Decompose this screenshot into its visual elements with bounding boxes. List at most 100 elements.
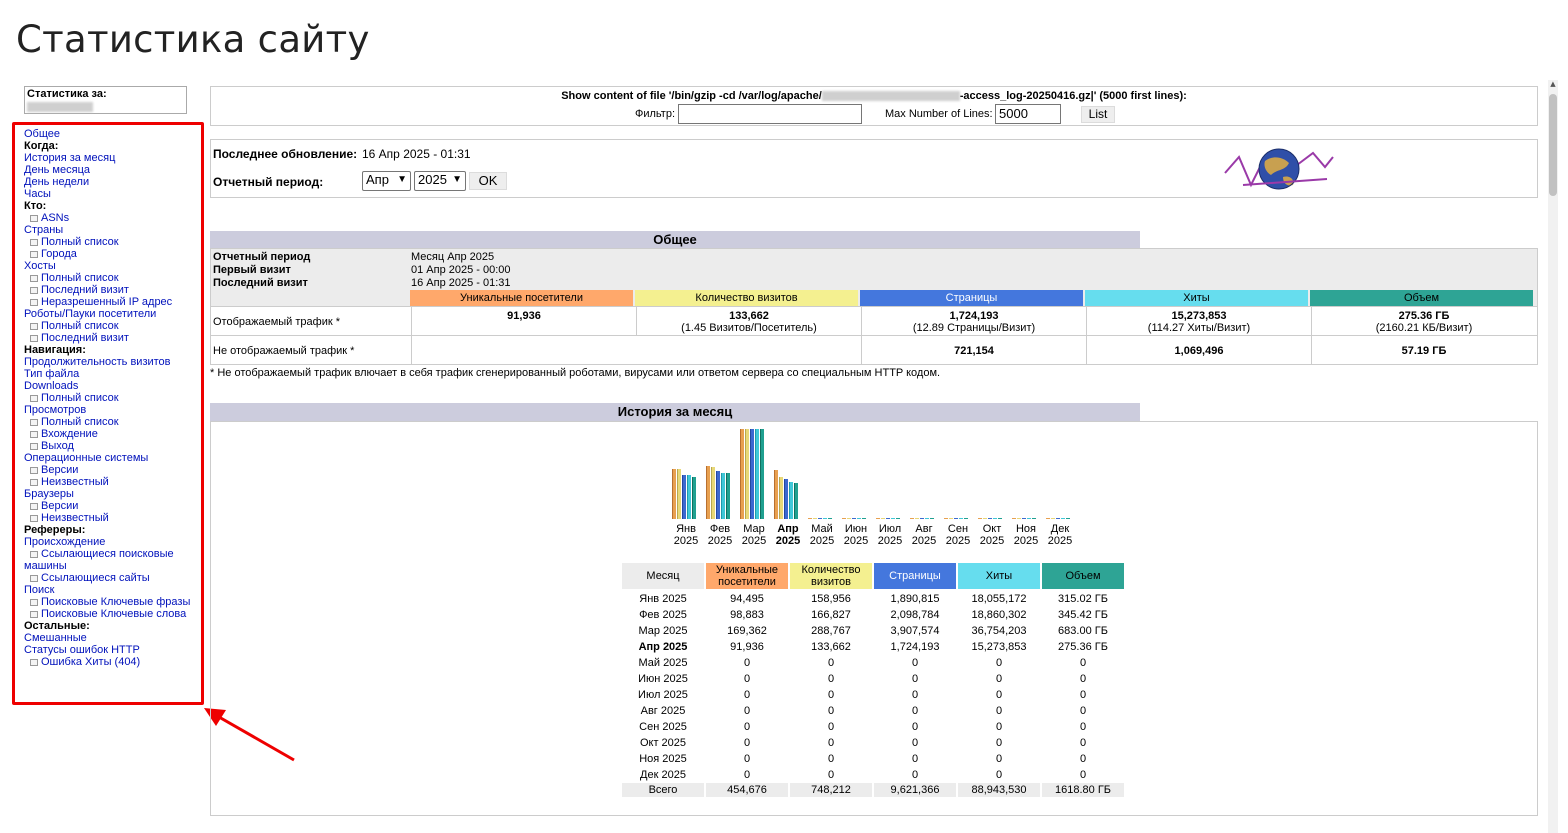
sidebar-item[interactable]: Последний визит — [24, 332, 202, 344]
history-total-cell: 88,943,530 — [958, 783, 1040, 797]
filter-input[interactable] — [678, 104, 862, 124]
sidebar-item[interactable]: Версии — [24, 464, 202, 476]
page-scrollbar[interactable]: ▲ — [1548, 80, 1558, 833]
sidebar-item[interactable]: Выход — [24, 440, 202, 452]
history-value-cell: 683.00 ГБ — [1058, 625, 1108, 637]
sidebar-item[interactable]: Ссылающиеся поисковые машины — [24, 548, 202, 572]
chart-bar — [925, 518, 929, 519]
chart-bar-shade — [779, 477, 780, 519]
sidebar-item[interactable]: Продолжительность визитов — [24, 356, 202, 368]
chart-bar — [745, 429, 749, 519]
sidebar-item[interactable]: Смешанные — [24, 632, 202, 644]
chart-bar-shade — [760, 429, 761, 519]
ok-button[interactable]: OK — [469, 172, 507, 190]
sidebar-item[interactable]: Полный список — [24, 416, 202, 428]
month-name: Окт — [639, 737, 659, 749]
sidebar-item[interactable]: День месяца — [24, 164, 202, 176]
sidebar-item[interactable]: Последний визит — [24, 284, 202, 296]
chart-bar-shade — [682, 475, 683, 519]
history-value-cell: 0 — [743, 769, 751, 781]
chart-bar — [944, 518, 948, 519]
viewed-ratio: (2160.21 КБ/Визит) — [1375, 322, 1473, 334]
submenu-icon — [30, 298, 38, 306]
sidebar-item[interactable]: Поисковые Ключевые слова — [24, 608, 202, 620]
history-value-cell: 169,362 — [727, 625, 767, 637]
sidebar-item[interactable]: ASNs — [24, 212, 202, 224]
scrollbar-thumb[interactable] — [1549, 94, 1557, 196]
sidebar-item[interactable]: Полный список — [24, 320, 202, 332]
sidebar-item[interactable]: Тип файла — [24, 368, 202, 380]
sidebar-item[interactable]: Полный список — [24, 272, 202, 284]
submenu-icon — [30, 334, 38, 342]
month-year: 2025 — [662, 593, 687, 605]
history-col-header: Уникальные посетители — [706, 563, 788, 589]
list-button[interactable]: List — [1081, 106, 1115, 123]
sidebar-item-label: День месяца — [24, 164, 90, 176]
history-value-cell: 2,098,784 — [890, 609, 940, 621]
sidebar-item[interactable]: Вхождение — [24, 428, 202, 440]
chart-bar — [672, 469, 676, 519]
history-box — [210, 421, 1538, 816]
column-header-hits: Хиты — [1085, 290, 1308, 307]
chart-bar — [813, 518, 817, 519]
sidebar-item[interactable]: День недели — [24, 176, 202, 188]
history-value-cell: 0 — [1079, 737, 1087, 749]
chart-month-year: 2025 — [673, 535, 699, 547]
history-col-header: Страницы — [874, 563, 956, 589]
chart-bar — [842, 518, 846, 519]
chart-bar-shade — [711, 467, 712, 519]
sidebar-item[interactable]: Роботы/Пауки посетители — [24, 308, 202, 320]
chart-month-label: Июн 2025 — [839, 523, 873, 547]
sidebar-item[interactable]: Общее — [24, 128, 202, 140]
max-lines-input[interactable]: 5000 — [995, 104, 1061, 124]
sidebar-item[interactable]: Операционные системы — [24, 452, 202, 464]
sidebar-item[interactable]: Просмотров — [24, 404, 202, 416]
history-value-cell: 0 — [743, 705, 751, 717]
month-select[interactable]: Апр ▼ — [362, 171, 411, 191]
sidebar-item[interactable]: Версии — [24, 500, 202, 512]
viewed-ratio: (12.89 Страницы/Визит) — [912, 322, 1036, 334]
sidebar-item[interactable]: Неизвестный — [24, 512, 202, 524]
sidebar-item-label: Полный список — [41, 320, 119, 332]
viewed-cell-hits: 15,273,853 (114.27 Хиты/Визит) — [1086, 307, 1311, 336]
sidebar-item[interactable]: Часы — [24, 188, 202, 200]
sidebar-item-label: Смешанные — [24, 632, 87, 644]
sidebar-item: Навигация: — [24, 344, 202, 356]
history-value-cell: 0 — [827, 721, 835, 733]
sidebar-item[interactable]: Полный список — [24, 236, 202, 248]
sidebar-item[interactable]: Downloads — [24, 380, 202, 392]
info-value: 16 Апр 2025 - 01:31 — [411, 277, 511, 289]
chart-bar-shade — [692, 477, 693, 519]
sidebar-item-label: Последний визит — [41, 332, 129, 344]
chart-bar — [993, 518, 997, 519]
sidebar-item[interactable]: Города — [24, 248, 202, 260]
sidebar-item[interactable]: Поиск — [24, 584, 202, 596]
column-header-bandwidth: Объем — [1310, 290, 1533, 307]
chart-bar-shade — [789, 482, 790, 519]
sidebar-item[interactable]: Неизвестный — [24, 476, 202, 488]
sidebar-item[interactable]: История за месяц — [24, 152, 202, 164]
sidebar-item[interactable]: Хосты — [24, 260, 202, 272]
sidebar-item[interactable]: Страны — [24, 224, 202, 236]
sidebar-item[interactable]: Статусы ошибок HTTP — [24, 644, 202, 656]
viewed-cell-bandwidth: 275.36 ГБ (2160.21 КБ/Визит) — [1311, 307, 1536, 336]
history-value-cell: 36,754,203 — [971, 625, 1027, 637]
history-month-cell: Дек 2025 — [622, 767, 704, 783]
column-header-visits: Количество визитов — [635, 290, 858, 307]
sidebar-item[interactable]: Поисковые Ключевые фразы — [24, 596, 202, 608]
history-col-header: Объем — [1042, 563, 1124, 589]
scroll-up-icon[interactable]: ▲ — [1550, 80, 1556, 88]
sidebar-item[interactable]: Полный список — [24, 392, 202, 404]
chart-bar — [687, 475, 691, 519]
year-select[interactable]: 2025 ▼ — [414, 171, 466, 191]
sidebar-item[interactable]: Ссылающиеся сайты — [24, 572, 202, 584]
sidebar-item[interactable]: Ошибка Хиты (404) — [24, 656, 202, 668]
filter-label: Фильтр: — [635, 108, 676, 120]
month-name: Сен — [639, 721, 660, 733]
sidebar-item[interactable]: Неразрешенный IP адрес — [24, 296, 202, 308]
sidebar-item-label: Города — [41, 248, 77, 260]
month-year: 2025 — [663, 689, 688, 701]
sidebar-item[interactable]: Происхождение — [24, 536, 202, 548]
sidebar-item[interactable]: Браузеры — [24, 488, 202, 500]
general-section-title: Общее — [210, 231, 1140, 249]
